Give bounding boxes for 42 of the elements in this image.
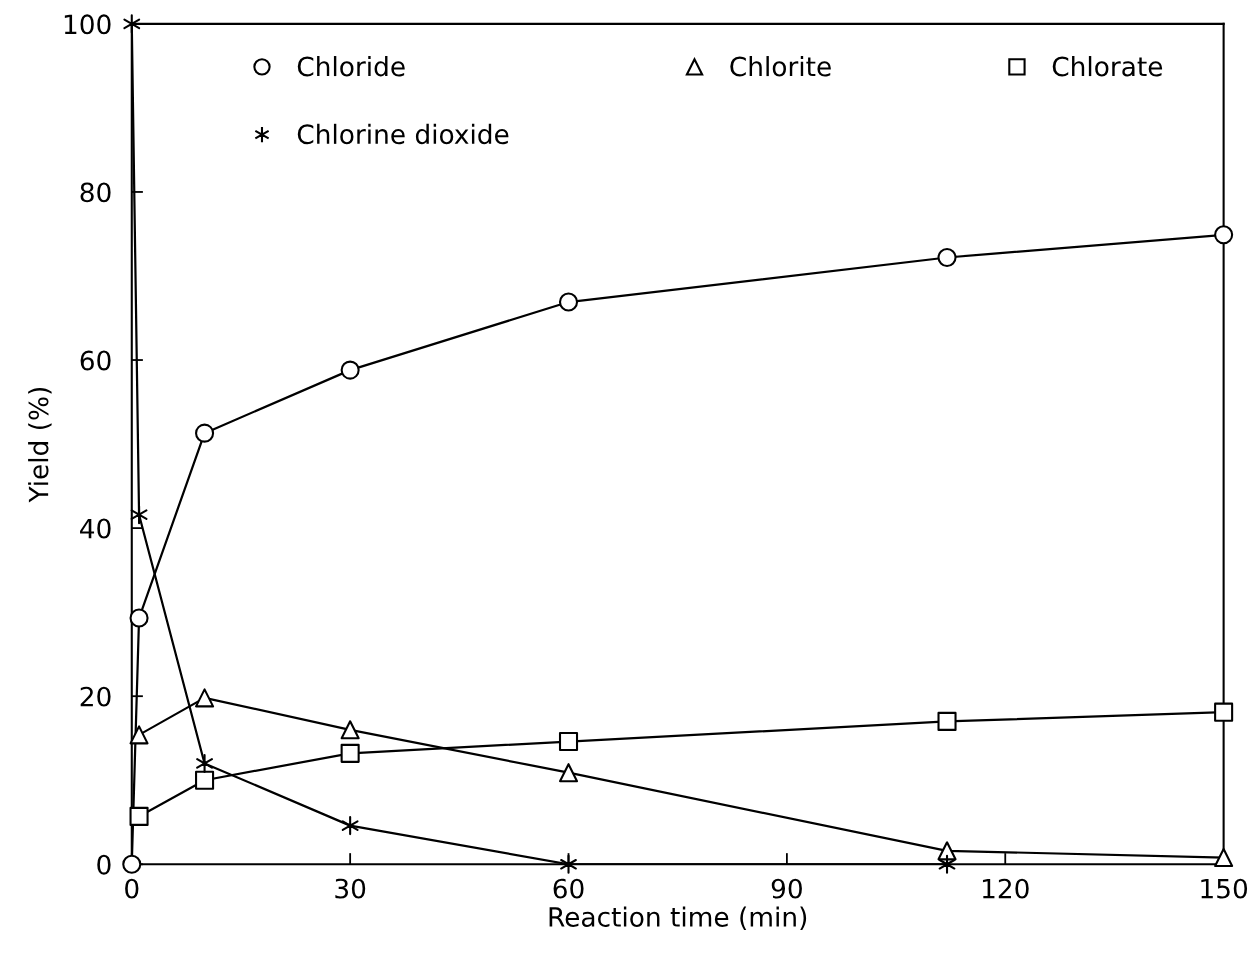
legend-label: Chloride [297,56,405,77]
point [560,854,577,874]
x-tick-label: 120 [982,878,1029,899]
point [558,763,579,783]
point [195,423,215,443]
point [129,806,149,826]
y-tick-label: 0 [97,854,111,875]
point [341,816,359,836]
x-tick-label: 90 [771,878,802,899]
legend-label: Chlorite [730,56,831,77]
point [1214,702,1234,722]
legend-label: Chlorine dioxide [297,123,509,145]
point [123,14,141,34]
x-axis-title: Reaction time (min) [549,906,807,931]
point [129,608,149,628]
y-tick-label: 20 [80,686,111,707]
point [340,360,360,380]
y-tick-label: 80 [80,182,111,203]
legend-label: Chlorate [1052,56,1163,77]
point [129,725,149,745]
x-tick-label: 150 [1201,878,1248,899]
point [196,753,213,773]
point [937,711,957,731]
y-axis-title: Yield (%) [28,387,52,503]
point [195,688,215,708]
x-tick-label: 0 [125,878,139,899]
point [130,505,148,525]
point [558,732,579,752]
point [558,292,579,312]
y-tick-label: 60 [80,350,111,371]
point [1214,848,1234,868]
point [938,854,956,874]
point [937,247,957,268]
x-tick-label: 30 [335,878,366,899]
y-tick-label: 40 [80,518,111,539]
point [195,770,215,790]
y-tick-label: 100 [64,14,111,35]
point [1214,225,1234,245]
point [340,720,360,740]
point [340,743,360,763]
x-tick-label: 60 [553,878,584,899]
point [937,841,957,861]
